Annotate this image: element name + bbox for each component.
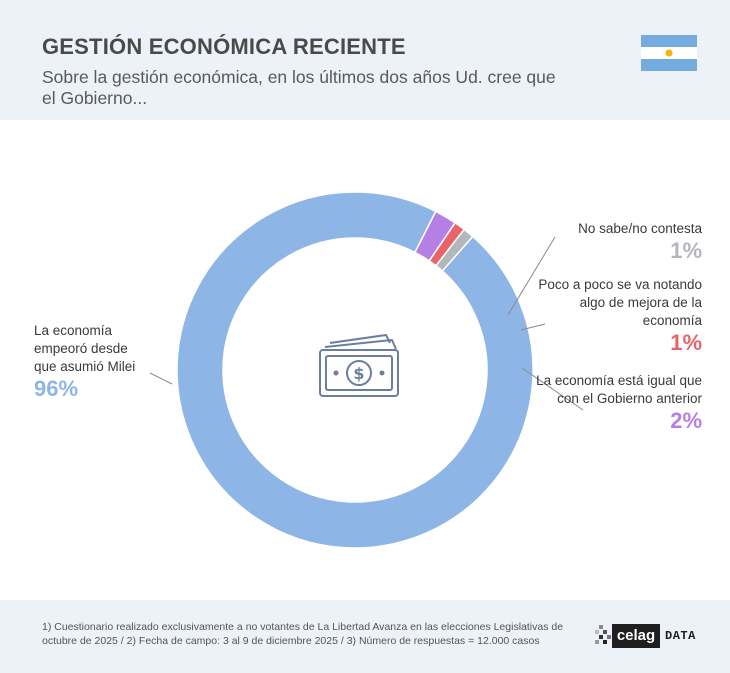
label-no-sabe-text: No sabe/no contesta xyxy=(578,221,702,236)
label-igual: La economía está igual que con el Gobier… xyxy=(520,372,702,434)
value-empeoro: 96% xyxy=(34,376,79,401)
leader-line-r2 xyxy=(520,323,546,331)
value-mejora: 1% xyxy=(670,330,702,355)
label-empeoro-text: La economía empeoró desde que asumió Mil… xyxy=(34,323,136,374)
celag-logo: celag DATA xyxy=(595,624,705,648)
value-igual: 2% xyxy=(670,408,702,433)
label-mejora: Poco a poco se va notando algo de mejora… xyxy=(520,276,702,356)
logo-text: celag xyxy=(612,624,660,648)
label-no-sabe: No sabe/no contesta 1% xyxy=(520,220,702,264)
donut-svg: $ xyxy=(149,191,584,549)
page-title: GESTIÓN ECONÓMICA RECIENTE xyxy=(42,34,406,59)
leader-line-r1 xyxy=(507,236,556,316)
money-bill-icon: $ xyxy=(319,334,399,397)
page-subtitle: Sobre la gestión económica, en los últim… xyxy=(42,67,556,108)
donut-chart: $ La economía empeoró desde que asumió M… xyxy=(0,120,730,600)
argentina-flag-icon xyxy=(641,35,697,71)
logo-suffix: DATA xyxy=(665,629,696,643)
footnote: 1) Cuestionario realizado exclusivamente… xyxy=(42,621,564,647)
header: GESTIÓN ECONÓMICA RECIENTE Sobre la gest… xyxy=(0,0,730,120)
value-no-sabe: 1% xyxy=(670,238,702,263)
leader-line-left xyxy=(149,372,173,385)
label-mejora-text: Poco a poco se va notando algo de mejora… xyxy=(538,277,702,328)
leader-line-r3 xyxy=(521,367,584,411)
slice-empeoro xyxy=(176,191,534,549)
label-empeoro: La economía empeoró desde que asumió Mil… xyxy=(34,322,144,402)
footer: 1) Cuestionario realizado exclusivamente… xyxy=(0,600,730,673)
label-igual-text: La economía está igual que con el Gobier… xyxy=(536,373,702,406)
slice-igual xyxy=(413,210,457,262)
logo-pixel-icon xyxy=(595,625,611,644)
svg-text:$: $ xyxy=(353,364,364,383)
